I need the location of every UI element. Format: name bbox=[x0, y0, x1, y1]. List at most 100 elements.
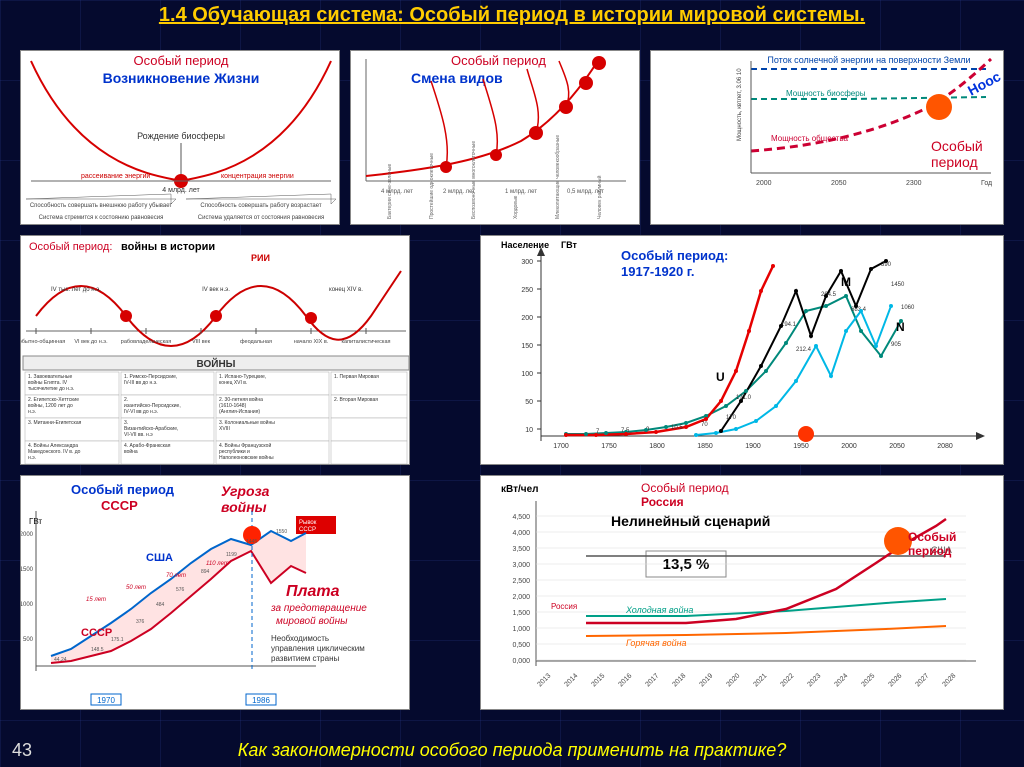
svg-text:2. Вторая Мировая: 2. Вторая Мировая bbox=[334, 397, 378, 403]
svg-text:XVIII: XVIII bbox=[219, 426, 230, 432]
svg-text:2080: 2080 bbox=[937, 443, 953, 450]
svg-text:1700: 1700 bbox=[553, 443, 569, 450]
svg-text:2013: 2013 bbox=[536, 672, 552, 688]
panel6-svg: Особый период СССР Угроза войны Рывок СС… bbox=[21, 476, 410, 710]
svg-text:изантийско-Персидские,: изантийско-Персидские, bbox=[124, 402, 181, 409]
svg-text:2300: 2300 bbox=[906, 180, 922, 187]
svg-text:100: 100 bbox=[521, 371, 533, 378]
p6-sub: СССР bbox=[101, 498, 138, 513]
svg-text:1950: 1950 bbox=[793, 443, 809, 450]
p6-yticks: 200015001000500 bbox=[21, 532, 34, 643]
svg-text:894: 894 bbox=[201, 569, 210, 575]
svg-text:2. 30-летняя война: 2. 30-летняя война bbox=[219, 396, 263, 403]
p1-f2r: Система удаляется от состояния равновеси… bbox=[198, 215, 324, 221]
panel1-svg: Особый период Возникновение Жизни Рожден… bbox=[21, 51, 340, 225]
svg-text:IV-III вв до н.э.: IV-III вв до н.э. bbox=[124, 380, 158, 386]
svg-text:2025: 2025 bbox=[860, 672, 876, 688]
svg-text:IV тыс. лет до н.э.: IV тыс. лет до н.э. bbox=[51, 287, 101, 293]
p1-inner: Рождение биосферы bbox=[137, 131, 225, 141]
svg-text:376: 376 bbox=[136, 619, 145, 625]
svg-text:50: 50 bbox=[525, 399, 533, 406]
svg-text:1199: 1199 bbox=[226, 552, 237, 558]
svg-text:2023: 2023 bbox=[806, 672, 822, 688]
svg-text:н.э.: н.э. bbox=[28, 455, 36, 461]
svg-text:конец XVI в.: конец XVI в. bbox=[219, 380, 247, 386]
p3-xlabels: 200020502300Год bbox=[756, 180, 992, 187]
p6-note2: СССР bbox=[299, 527, 316, 533]
p7-spec1: Особый bbox=[908, 530, 956, 544]
p3-spec1: Особый bbox=[931, 138, 983, 154]
svg-text:905: 905 bbox=[891, 342, 902, 348]
p5-cap: Особый период: bbox=[621, 248, 728, 263]
p6-threat2: войны bbox=[221, 499, 267, 515]
p4-peaks: IV тыс. лет до н.э.IV век н.э.конец XIV … bbox=[51, 287, 363, 293]
svg-text:2022: 2022 bbox=[779, 672, 795, 688]
p7-cap: Особый период bbox=[641, 481, 729, 495]
svg-text:150: 150 bbox=[521, 343, 533, 350]
svg-text:1750: 1750 bbox=[601, 443, 617, 450]
svg-text:1800: 1800 bbox=[649, 443, 665, 450]
p5-yticks: 3002502001501005010 bbox=[521, 259, 541, 434]
svg-text:194.1: 194.1 bbox=[781, 322, 797, 328]
footer-question: Как закономерности особого периода приме… bbox=[0, 740, 1024, 761]
p5-xarrow bbox=[976, 432, 985, 440]
svg-text:2016: 2016 bbox=[617, 672, 633, 688]
p6-note1: Рывок bbox=[299, 520, 317, 526]
p2-vertlabels: Бактерии сине-зеленыеПростейшие одноклет… bbox=[387, 135, 603, 219]
panel-grid: Особый период Возникновение Жизни Рожден… bbox=[20, 50, 1004, 727]
svg-text:2000: 2000 bbox=[21, 532, 34, 538]
p4-cap: Особый период: bbox=[29, 241, 112, 253]
svg-text:3,000: 3,000 bbox=[512, 562, 530, 569]
svg-text:4. Войны Французской: 4. Войны Французской bbox=[219, 442, 271, 449]
svg-text:50 лет: 50 лет bbox=[126, 585, 146, 591]
p2-cap: Особый период bbox=[451, 53, 546, 68]
p6-usa-lbl: США bbox=[146, 552, 173, 564]
svg-text:1 млрд. лет: 1 млрд. лет bbox=[505, 189, 537, 195]
svg-text:10.5: 10.5 bbox=[671, 425, 683, 431]
panel5-svg: Особый период: 1917-1920 г. Население ГВ… bbox=[481, 236, 1004, 465]
svg-text:2,000: 2,000 bbox=[512, 594, 530, 601]
svg-text:200: 200 bbox=[521, 315, 533, 322]
panel4-svg: Особый период: войны в истории РИИ перво… bbox=[21, 236, 410, 465]
panel-russia: Особый период Россия Нелинейный сценарий… bbox=[480, 475, 1004, 710]
p1-fr: Способность совершать работу возрастает bbox=[200, 203, 321, 209]
svg-text:2000: 2000 bbox=[841, 443, 857, 450]
svg-text:война: война bbox=[124, 448, 138, 455]
svg-text:2020: 2020 bbox=[725, 672, 741, 688]
svg-text:1850: 1850 bbox=[697, 443, 713, 450]
p6-price2a: за предотвращение bbox=[270, 603, 367, 614]
svg-text:484: 484 bbox=[156, 602, 165, 608]
svg-text:110 лет: 110 лет bbox=[206, 561, 229, 567]
svg-text:250: 250 bbox=[521, 287, 533, 294]
svg-text:IV век н.э.: IV век н.э. bbox=[202, 287, 230, 293]
svg-text:0,000: 0,000 bbox=[512, 658, 530, 665]
svg-text:начало XIX в.: начало XIX в. bbox=[294, 339, 329, 345]
p7-pct: 13,5 % bbox=[663, 556, 710, 573]
panel3-svg: Поток солнечной энергии на поверхности З… bbox=[731, 51, 1004, 225]
svg-text:4. Войны Александра: 4. Войны Александра bbox=[28, 442, 78, 449]
p7-rus-lbl: Россия bbox=[551, 602, 577, 611]
svg-text:1450: 1450 bbox=[891, 282, 905, 288]
panel-species: Особый период Смена видов 4 млрд. лет2 м… bbox=[350, 50, 640, 225]
svg-text:1060: 1060 bbox=[901, 305, 915, 311]
svg-text:3,500: 3,500 bbox=[512, 546, 530, 553]
svg-text:2050: 2050 bbox=[831, 180, 847, 187]
svg-text:войны Египта. IV: войны Египта. IV bbox=[28, 379, 68, 386]
p1-f2l: Система стремится к состоянию равновесия bbox=[39, 215, 164, 221]
svg-text:264.5: 264.5 bbox=[821, 292, 837, 298]
p4-wars-title: ВОЙНЫ bbox=[197, 357, 236, 370]
p1-sub: Возникновение Жизни bbox=[103, 70, 260, 86]
svg-text:500: 500 bbox=[23, 637, 34, 643]
p4-curve bbox=[36, 271, 401, 346]
p3-spec2: период bbox=[931, 154, 978, 170]
svg-text:171.0: 171.0 bbox=[736, 395, 752, 401]
svg-text:683.4: 683.4 bbox=[851, 307, 867, 313]
p6-y2: 1986 bbox=[252, 696, 270, 705]
svg-text:2027: 2027 bbox=[914, 672, 930, 688]
p1-xc: 4 млрд. лет bbox=[162, 187, 200, 194]
p4-dots bbox=[120, 310, 317, 324]
slide-title: 1.4 Обучающая система: Особый период в и… bbox=[0, 0, 1024, 33]
svg-text:Византийско-Арабские,: Византийско-Арабские, bbox=[124, 425, 178, 432]
p7-xticks: 2013201420152016201720182019202020212022… bbox=[536, 672, 957, 688]
svg-text:Млекопитающие человекообразные: Млекопитающие человекообразные bbox=[555, 135, 561, 219]
